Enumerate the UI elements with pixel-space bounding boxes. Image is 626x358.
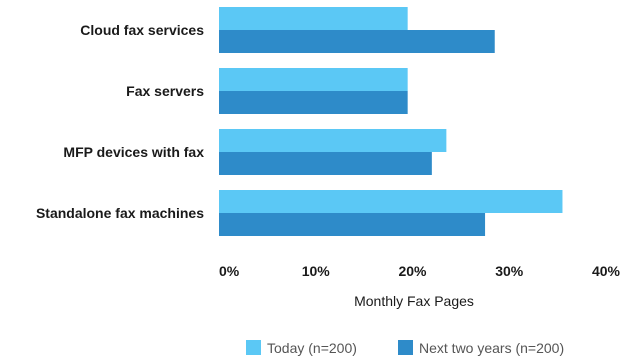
bar-today-2 xyxy=(219,129,447,152)
x-tick-label: 30% xyxy=(495,263,524,279)
bar-today-1 xyxy=(219,68,408,91)
bar-today-3 xyxy=(219,190,563,213)
x-tick-labels: 0% 10% 20% 30% 40% xyxy=(219,263,621,279)
legend-label-next-two-years: Next two years (n=200) xyxy=(419,340,564,356)
bars-group xyxy=(219,7,563,236)
category-label: Cloud fax services xyxy=(80,22,204,38)
x-tick-label: 0% xyxy=(219,263,240,279)
bar-today-0 xyxy=(219,7,408,30)
category-labels: Cloud fax services Fax servers MFP devices… xyxy=(36,22,204,221)
bar-next-two-years-2 xyxy=(219,152,432,175)
bar-next-two-years-3 xyxy=(219,213,486,236)
x-axis-title: Monthly Fax Pages xyxy=(354,293,474,309)
category-label: Fax servers xyxy=(126,83,204,99)
legend: Today (n=200) Next two years (n=200) xyxy=(246,340,564,356)
legend-swatch-next-two-years xyxy=(398,340,413,355)
legend-label-today: Today (n=200) xyxy=(267,340,357,356)
bar-next-two-years-1 xyxy=(219,91,408,114)
category-label: MFP devices with fax xyxy=(63,144,204,160)
x-tick-label: 40% xyxy=(592,263,621,279)
legend-swatch-today xyxy=(246,340,261,355)
category-label: Standalone fax machines xyxy=(36,205,204,221)
bar-next-two-years-0 xyxy=(219,30,495,53)
x-tick-label: 10% xyxy=(302,263,331,279)
x-tick-label: 20% xyxy=(398,263,427,279)
